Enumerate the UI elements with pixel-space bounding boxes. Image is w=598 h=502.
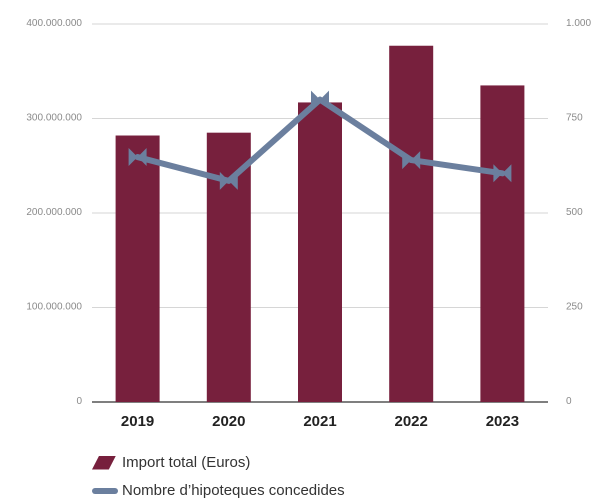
bar-series: [115, 45, 525, 403]
category-label: 2021: [303, 413, 336, 430]
line-marker-2019: [128, 148, 147, 167]
x-axis: 2019 2020 2021 2022 2023: [121, 413, 519, 430]
legend-swatch-line: [92, 487, 118, 494]
right-axis-tick-label: 500: [566, 207, 583, 218]
legend-item-bars: Import total (Euros): [92, 454, 250, 471]
right-axis: 0 250 500 750 1.000: [566, 18, 591, 407]
left-axis-tick-label: 100.000.000: [26, 302, 82, 313]
left-axis-tick-label: 0: [76, 396, 82, 407]
bar-2019: [115, 135, 160, 402]
legend-label-bars: Import total (Euros): [122, 454, 251, 471]
legend-swatch-bars: [92, 455, 116, 470]
bar-2020: [206, 132, 251, 403]
bar-2023: [480, 85, 525, 403]
category-label: 2020: [212, 413, 245, 430]
right-axis-tick-label: 750: [566, 113, 583, 124]
category-label: 2022: [395, 413, 428, 430]
left-axis-tick-label: 400.000.000: [26, 18, 82, 29]
line-marker-2021: [311, 90, 329, 109]
bar-2021: [298, 102, 342, 402]
left-axis-tick-label: 200.000.000: [26, 207, 82, 218]
legend-item-line: Nombre d’hipoteques concedides: [92, 482, 345, 499]
line-marker-2020: [219, 171, 238, 190]
legend-label-line: Nombre d’hipoteques concedides: [122, 482, 345, 499]
line-marker-2023: [493, 164, 512, 183]
category-label: 2019: [121, 413, 154, 430]
left-axis-tick-label: 300.000.000: [26, 113, 82, 124]
left-axis: 0 100.000.000 200.000.000 300.000.000 400.00…: [26, 18, 82, 407]
right-axis-tick-label: 0: [566, 396, 572, 407]
line-marker-2022: [402, 151, 421, 170]
category-label: 2023: [486, 413, 519, 430]
line-series: [128, 90, 512, 190]
right-axis-tick-label: 1.000: [566, 18, 591, 29]
right-axis-tick-label: 250: [566, 302, 583, 313]
bar-2022: [389, 45, 434, 403]
